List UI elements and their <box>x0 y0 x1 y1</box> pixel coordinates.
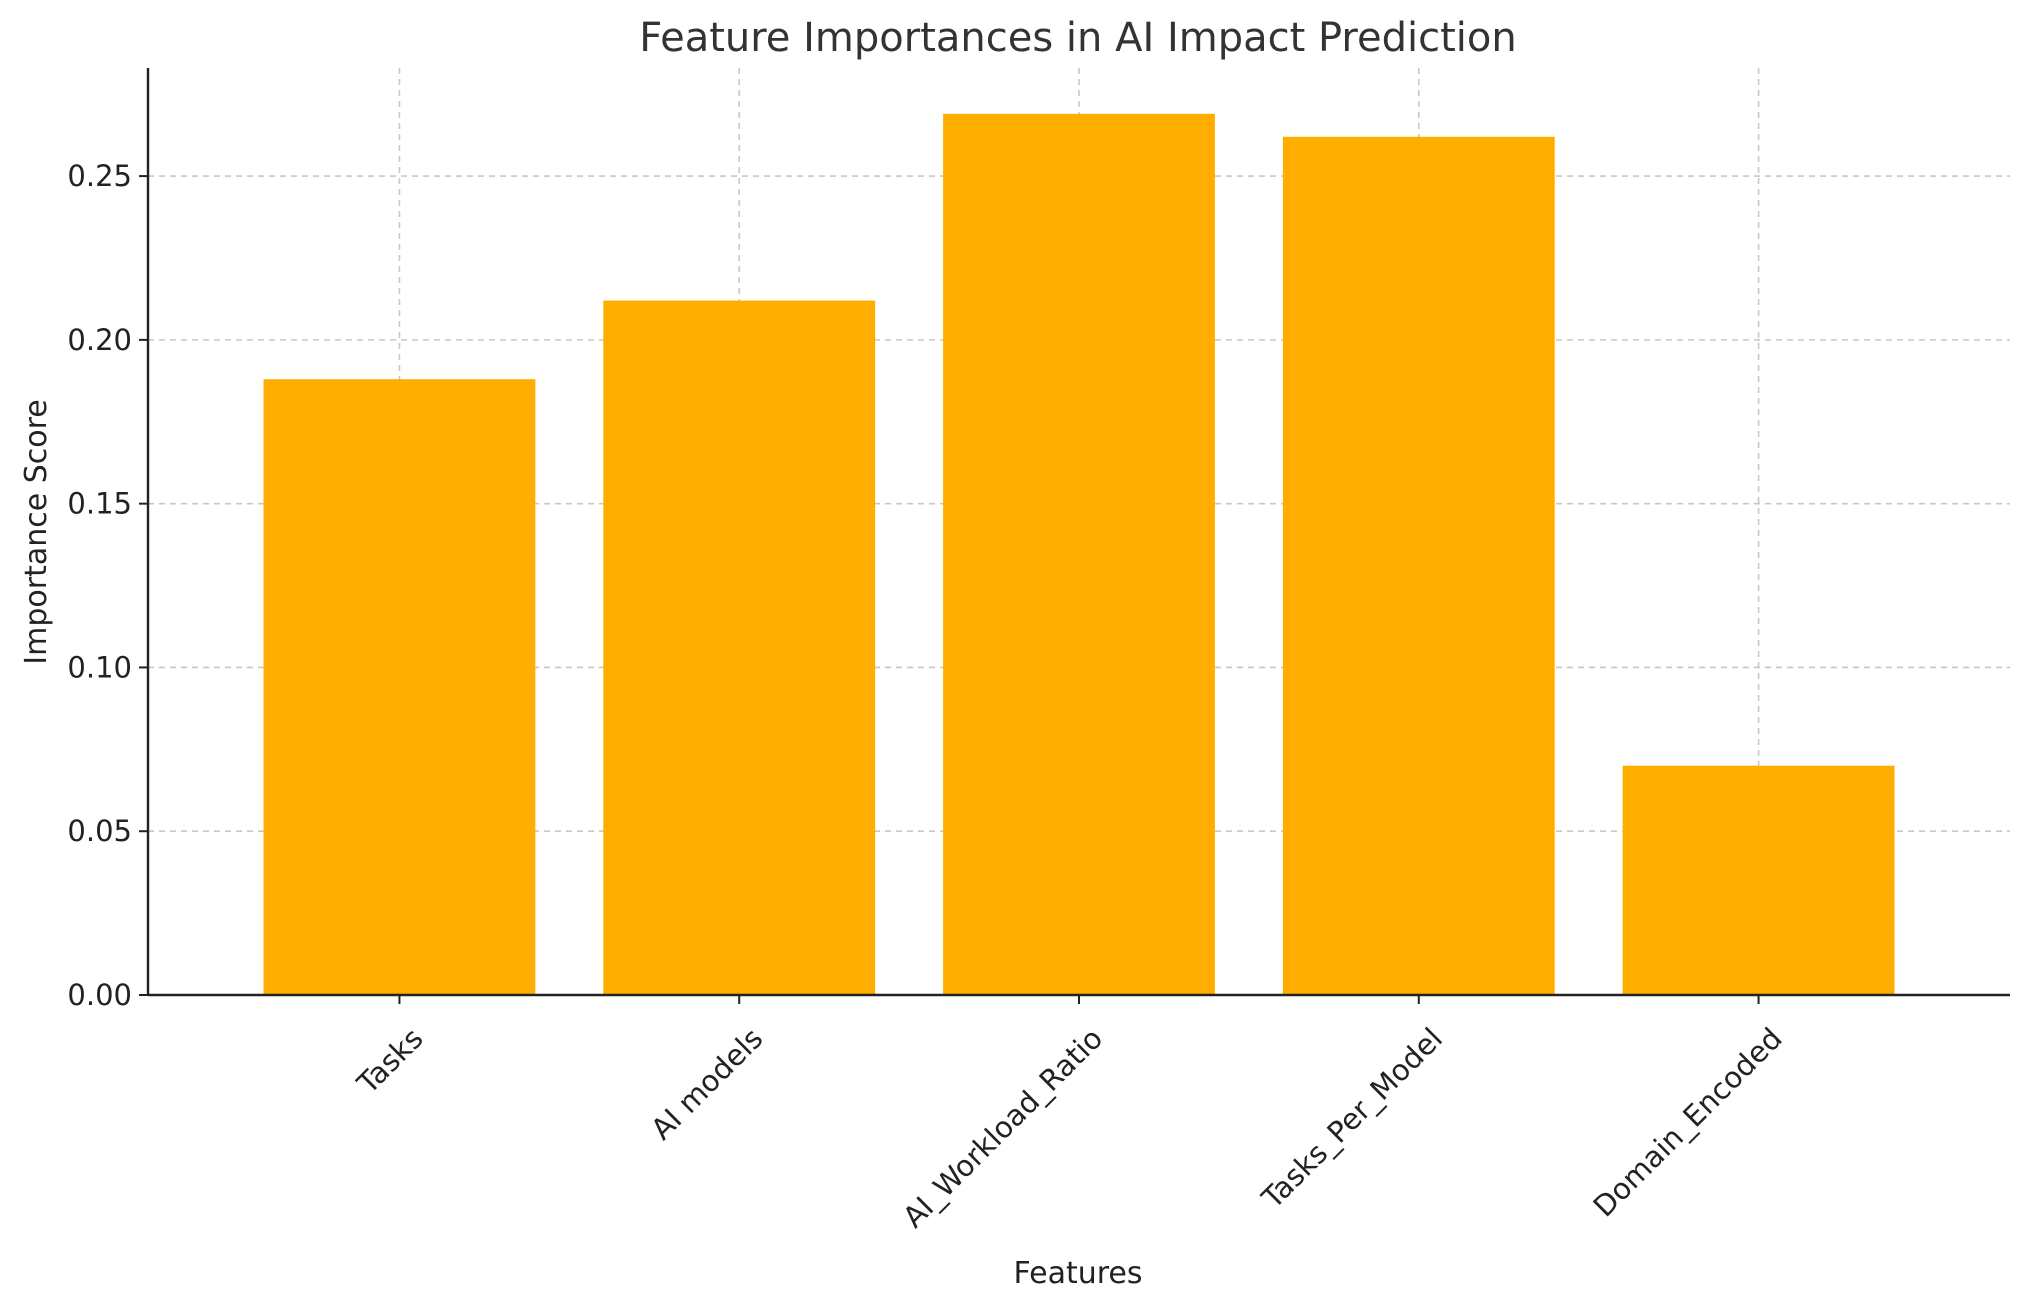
y-tick-label: 0.15 <box>67 487 132 521</box>
x-tick-label: Tasks <box>350 1021 430 1101</box>
bars <box>263 113 1895 996</box>
y-axis-title: Importance Score <box>19 399 54 664</box>
y-tick-label: 0.00 <box>67 978 132 1012</box>
bar <box>1622 765 1895 995</box>
x-tick-label: Tasks_Per_Model <box>1255 1021 1449 1215</box>
x-axis-ticks: Tasks AI models AI_Workload_Ratio Tasks_Per… <box>350 995 1789 1234</box>
x-axis-title: Features <box>1014 1256 1143 1291</box>
x-tick-label: Domain_Encoded <box>1586 1021 1788 1223</box>
bar <box>603 300 876 995</box>
x-tick-label: AI_Workload_Ratio <box>896 1021 1109 1234</box>
bar <box>263 379 536 996</box>
y-tick-label: 0.05 <box>67 814 132 848</box>
bar <box>943 113 1215 996</box>
y-tick-label: 0.10 <box>67 650 132 684</box>
chart-title: Feature Importances in AI Impact Predict… <box>639 15 1516 61</box>
y-tick-label: 0.25 <box>67 159 132 193</box>
bar <box>1282 136 1555 996</box>
y-axis-ticks: 0.00 0.05 0.10 0.15 0.20 0.25 <box>67 159 148 1012</box>
y-tick-label: 0.20 <box>67 323 132 357</box>
x-tick-label: AI models <box>644 1021 769 1146</box>
